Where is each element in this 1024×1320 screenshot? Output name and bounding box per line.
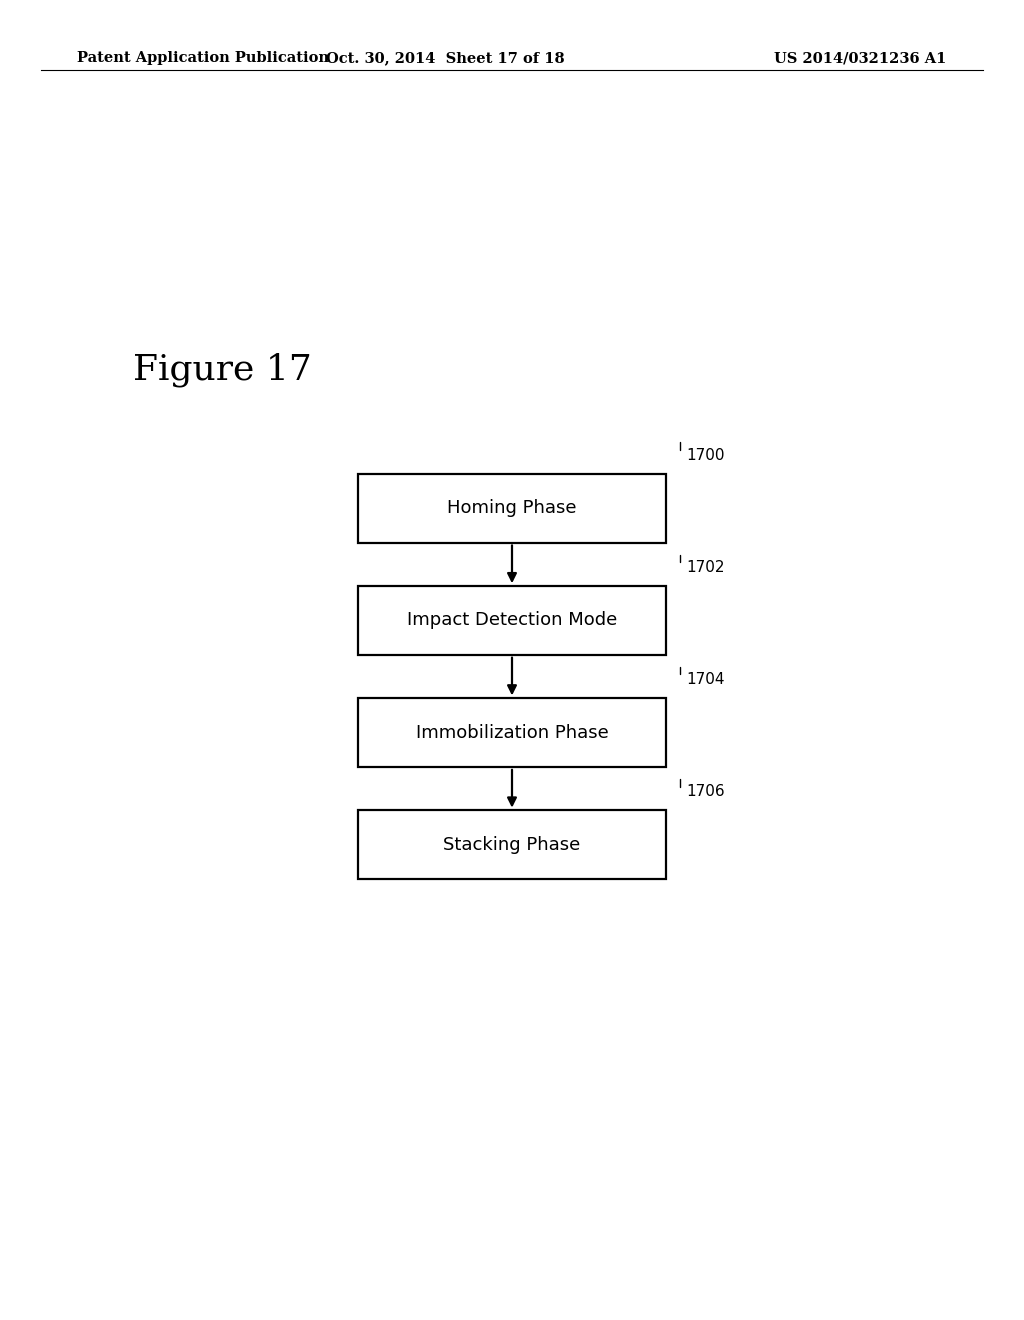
- Bar: [358, 586, 666, 655]
- Text: US 2014/0321236 A1: US 2014/0321236 A1: [774, 51, 946, 65]
- Text: Patent Application Publication: Patent Application Publication: [77, 51, 329, 65]
- Text: 1702: 1702: [686, 560, 725, 576]
- Text: Stacking Phase: Stacking Phase: [443, 836, 581, 854]
- Text: Figure 17: Figure 17: [133, 352, 312, 387]
- Text: 1700: 1700: [686, 447, 725, 463]
- Text: Impact Detection Mode: Impact Detection Mode: [407, 611, 617, 630]
- Text: Immobilization Phase: Immobilization Phase: [416, 723, 608, 742]
- Text: Oct. 30, 2014  Sheet 17 of 18: Oct. 30, 2014 Sheet 17 of 18: [326, 51, 565, 65]
- Text: 1706: 1706: [686, 784, 725, 800]
- Text: Homing Phase: Homing Phase: [447, 499, 577, 517]
- Bar: [358, 810, 666, 879]
- Bar: [358, 474, 666, 543]
- Text: 1704: 1704: [686, 672, 725, 688]
- Bar: [358, 698, 666, 767]
